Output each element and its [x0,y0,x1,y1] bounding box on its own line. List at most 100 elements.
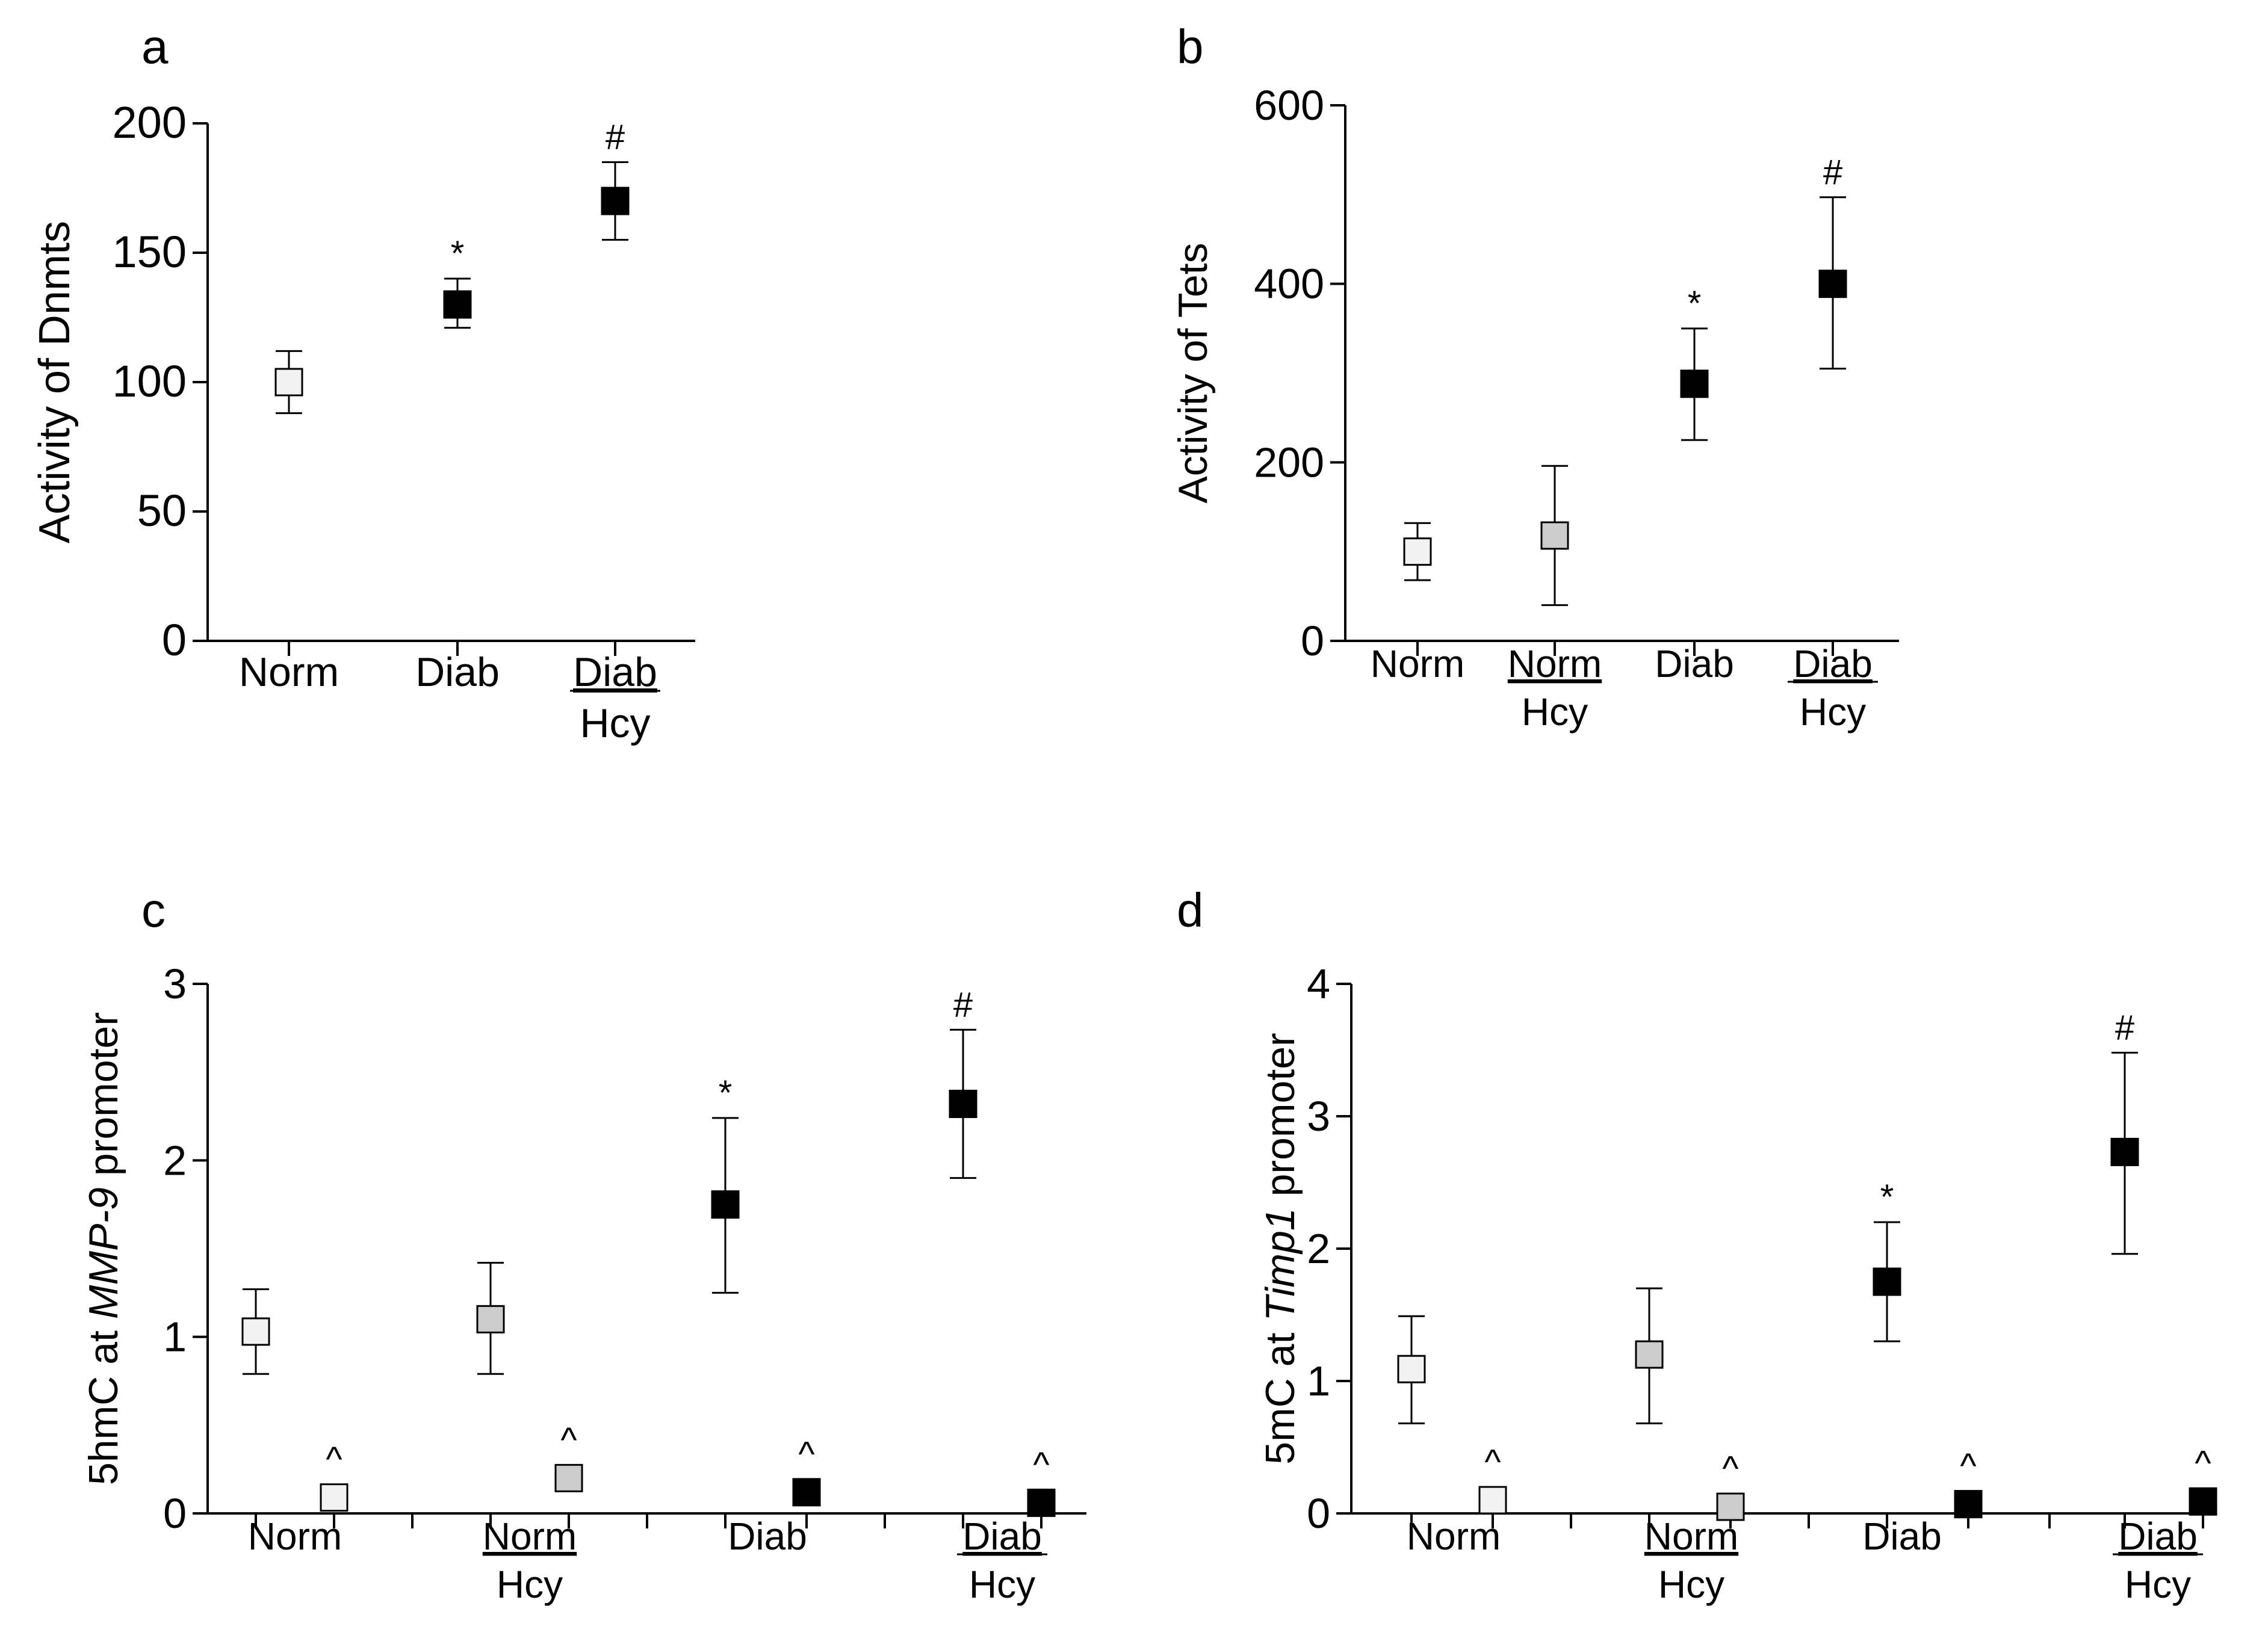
x-tick-label-line2: Hcy [1658,1563,1724,1606]
data-point [2110,1137,2139,1166]
y-tick-label: 150 [113,227,187,277]
data-point [1027,1488,1056,1517]
panel-label: d [1177,883,1204,937]
x-tick-label-line2: Hcy [497,1563,563,1606]
y-tick-label: 200 [113,97,187,147]
y-axis-title: 5hmC at MMP-9 promoter [81,1012,126,1485]
significance-mark: ^ [1033,1445,1049,1484]
x-tick-label: Norm [1644,1515,1738,1558]
group-marker: # [949,985,978,1179]
group-marker: * [711,1074,740,1294]
group-marker: * [1873,1178,1901,1343]
group-marker: ^ [1027,1445,1056,1517]
data-point [949,1089,978,1118]
y-tick-label: 2 [1307,1225,1330,1272]
x-tick-label: Diab [1862,1515,1942,1558]
y-axis-title-italic: Timp1 [1257,1208,1303,1321]
group-marker [1397,1315,1426,1424]
x-tick-label: Norm [1407,1515,1501,1558]
y-tick-label: 0 [162,615,187,665]
significance-mark: # [606,118,625,157]
data-point [1954,1490,1983,1519]
significance-mark: * [1880,1178,1894,1217]
data-point [711,1190,740,1219]
x-tick-label: Diab [962,1515,1042,1558]
y-axis-title-part: promoter [81,1012,126,1187]
x-tick-label-line2: Hcy [580,700,650,746]
data-point [2189,1487,2217,1516]
x-tick-label: Norm [483,1515,577,1558]
data-point [792,1478,821,1507]
x-tick-label: Diab [573,649,657,695]
panel-a: a 0 50 100 150 200 Activity of Dnmts Norm * Diab #… [31,20,695,746]
y-tick-label: 100 [113,356,187,406]
data-point [320,1483,349,1512]
x-tick-label: Norm [239,649,339,695]
y-axis-title-part: 5hmC at [81,1319,126,1485]
panel-c: c 0 1 2 3 5hmC at MMP-9 promoter ^ Norm ^ Norm Hcy… [81,883,1086,1606]
group-marker: # [1818,153,1847,370]
significance-mark: # [953,985,973,1024]
y-tick-label: 0 [1301,617,1324,664]
x-tick-label-line2: Hcy [969,1563,1035,1606]
y-tick-label: 600 [1254,82,1324,129]
y-tick-label: 400 [1254,261,1324,307]
group-marker: * [1680,284,1709,441]
x-tick-label: Norm [248,1515,342,1558]
data-point [241,1317,270,1346]
y-axis-title-part: 5mC at [1257,1321,1303,1465]
significance-mark: ^ [1960,1447,1976,1486]
group-marker: ^ [792,1435,821,1507]
y-axis-title: 5mC at Timp1 promoter [1257,1033,1303,1464]
group-marker [241,1288,270,1375]
y-tick-label: 3 [163,960,187,1007]
x-tick-label: Diab [1793,642,1873,685]
group-marker: ^ [1954,1447,1983,1519]
significance-mark: # [1823,153,1842,192]
data-point [476,1305,505,1333]
significance-mark: * [1688,284,1702,323]
x-tick-label: Diab [415,649,500,695]
x-tick-label-line2: Hcy [1800,690,1866,734]
data-point [1403,537,1432,566]
y-tick-label: 200 [1254,439,1324,486]
significance-mark: ^ [326,1440,342,1479]
data-point [274,368,303,397]
significance-mark: ^ [1722,1449,1738,1488]
y-tick-label: 50 [137,486,187,536]
group-marker: ^ [1716,1449,1745,1521]
group-marker: ^ [2189,1444,2217,1516]
group-marker: # [2110,1008,2139,1255]
group-marker: ^ [320,1440,349,1512]
data-point [1397,1355,1426,1383]
group-marker: * [443,234,472,329]
group-marker: # [601,118,630,241]
data-point [1716,1492,1745,1521]
significance-mark: ^ [560,1420,577,1459]
x-tick-label: Norm [1508,642,1602,685]
group-marker [1403,522,1432,581]
data-point [1478,1486,1507,1515]
x-tick-label-line2: Hcy [2125,1563,2191,1606]
x-tick-label: Diab [1655,642,1734,685]
significance-mark: ^ [2195,1444,2211,1483]
significance-mark: ^ [1484,1442,1501,1482]
panel-label: b [1177,20,1204,73]
y-tick-label: 0 [1307,1490,1330,1537]
data-point [1818,270,1847,298]
significance-mark: # [2115,1008,2134,1047]
data-point [601,187,630,215]
significance-mark: ^ [798,1435,814,1474]
significance-mark: * [719,1074,733,1113]
y-tick-label: 2 [163,1137,187,1184]
y-axis-title-part: Activity of Tets [1170,243,1216,503]
y-tick-label: 0 [163,1490,187,1537]
y-axis-title: Activity of Dnmts [31,221,79,543]
data-point [443,290,472,319]
panel-label: c [141,883,166,937]
data-point [1680,369,1709,398]
data-point [1540,521,1569,550]
x-tick-label: Norm [1371,642,1464,685]
